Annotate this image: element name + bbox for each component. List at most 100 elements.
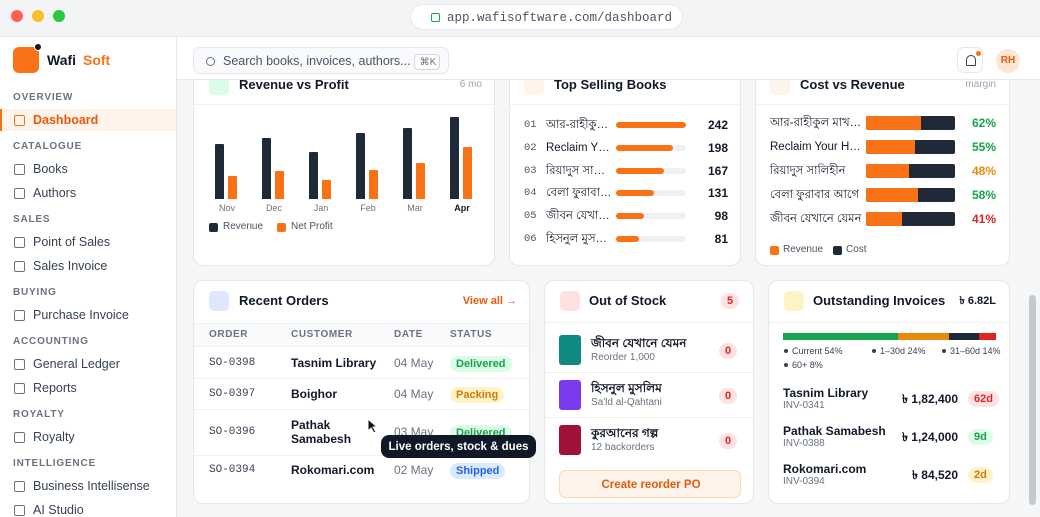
- logo-dot: [34, 43, 42, 51]
- nav-icon: [14, 188, 25, 199]
- bar: [616, 144, 674, 151]
- order-date: 04 May: [394, 387, 434, 401]
- aging-segment: [978, 333, 996, 340]
- column-header: ORDER: [209, 329, 249, 340]
- rank: 01: [524, 119, 537, 131]
- invoice-id: INV-0388: [783, 438, 825, 449]
- window-dot: [32, 10, 44, 22]
- rank: 05: [524, 210, 537, 223]
- card-icon: [770, 80, 790, 95]
- nav-item[interactable]: AI Studio: [33, 503, 84, 517]
- nav-item[interactable]: General Ledger: [33, 357, 120, 371]
- view-all-link[interactable]: View all →: [462, 295, 517, 307]
- column-header: DATE: [394, 329, 423, 340]
- status-badge: Delivered: [450, 356, 512, 372]
- book-title: Reclaim Your H…: [770, 141, 861, 153]
- mouse-cursor: [367, 418, 379, 434]
- order-date: 02 May: [394, 463, 434, 477]
- order-id: SO-0396: [209, 426, 256, 438]
- nav-item[interactable]: Business Intellisense: [33, 479, 150, 493]
- customer-name: Pathak Samabesh: [783, 424, 886, 438]
- nav-item[interactable]: Point of Sales: [33, 235, 111, 249]
- book-title: হিসনুল মুস…: [546, 233, 608, 245]
- nav-item[interactable]: Purchase Invoice: [33, 308, 129, 322]
- x-label: Nov: [218, 203, 235, 213]
- bar-track: [616, 236, 686, 242]
- divider: [194, 104, 494, 105]
- url-text[interactable]: app.wafisoftware.com/dashboard: [447, 11, 673, 25]
- book-title: আর-রাহীকুল মাখ…: [770, 117, 862, 129]
- bar: [450, 117, 459, 199]
- legend-dot: [784, 349, 788, 353]
- nav-item[interactable]: Books: [33, 162, 68, 176]
- divider: [769, 322, 1009, 323]
- tooltip: Live orders, stock & dues: [381, 435, 536, 458]
- table-head: [194, 323, 529, 347]
- card-title: Outstanding Invoices: [813, 293, 946, 308]
- revenue-bar: [866, 212, 903, 226]
- margin-label: 48%: [971, 164, 996, 178]
- stock-badge: 0: [719, 343, 738, 359]
- nav-item[interactable]: Royalty: [33, 430, 75, 444]
- rank: 04: [524, 187, 537, 200]
- revenue-bar: [866, 188, 918, 202]
- customer-name: Rokomari.com: [783, 462, 867, 476]
- card-title: Cost vs Revenue: [800, 80, 905, 92]
- nav-icon: [14, 505, 25, 516]
- reorder-button[interactable]: Create reorder PO: [559, 470, 741, 498]
- book-title: আর-রাহীকু…: [546, 119, 609, 131]
- brand-second: Soft: [83, 52, 111, 68]
- button-label: Create reorder PO: [601, 479, 701, 491]
- invoice-amount: ৳ 84,520: [911, 468, 958, 482]
- book-title: জীবন যেখানে যেমন: [770, 213, 862, 225]
- legend-label: Cost: [846, 244, 867, 255]
- nav-item[interactable]: Authors: [33, 186, 77, 200]
- aging-label: 1–30d 24%: [880, 346, 926, 356]
- card-note: 6 mo: [459, 80, 482, 90]
- nav-active-bg: [0, 109, 176, 131]
- aging-label: 60+ 8%: [792, 360, 823, 370]
- nav-icon: [14, 432, 25, 443]
- nav-section-title: BUYING: [13, 287, 57, 298]
- customer-name: Pathak Samabesh: [291, 418, 352, 446]
- avatar[interactable]: RH: [996, 49, 1020, 73]
- row-divider: [194, 378, 529, 379]
- avatar-initials: RH: [1000, 55, 1016, 66]
- legend-swatch: [833, 246, 842, 255]
- legend-swatch: [277, 223, 286, 232]
- cost-revenue-card: Cost vs Revenue margin আর-রাহীকুল মাখ… 62% R…: [755, 80, 1010, 266]
- bar: [616, 236, 640, 242]
- nav-item[interactable]: Sales Invoice: [33, 259, 108, 273]
- status-badge: Packing: [450, 387, 505, 403]
- nav-item[interactable]: Dashboard: [33, 113, 99, 127]
- card-title: Top Selling Books: [554, 80, 667, 92]
- bar: [616, 122, 686, 128]
- rank: 03: [524, 164, 537, 177]
- order-id: SO-0398: [209, 357, 256, 369]
- notification-button[interactable]: [957, 47, 983, 73]
- book-subtitle: Sa'ld al-Qahtani: [591, 397, 662, 408]
- book-title: জীবন যেখা…: [546, 210, 610, 223]
- content: Revenue vs Profit 6 mo Nov Dec Jan Feb Mar Apr R…: [177, 80, 1040, 517]
- nav-icon: [14, 359, 25, 370]
- shortcut-key: ⌘K: [414, 54, 440, 70]
- aging-label: 31–60d 14%: [950, 346, 1001, 356]
- margin-label: 41%: [971, 212, 996, 226]
- nav-item[interactable]: Reports: [33, 381, 77, 395]
- nav-icon: [14, 310, 25, 321]
- outstanding-card: Outstanding Invoices ৳ 6.82L Current 54% 1–…: [768, 280, 1010, 504]
- divider: [510, 104, 740, 105]
- bar: [616, 167, 665, 174]
- status-badge: Shipped: [450, 463, 506, 479]
- invoice-id: INV-0394: [783, 476, 825, 487]
- search-box[interactable]: Search books, invoices, authors... ⌘K: [193, 47, 449, 74]
- recent-orders-card: Recent Orders View all → ORDER CUSTOMER DATE…: [193, 280, 530, 504]
- nav-section-title: SALES: [13, 214, 51, 225]
- legend-dot: [784, 363, 788, 367]
- row-divider: [194, 409, 529, 410]
- book-title: রিয়াদুস সা…: [546, 164, 605, 177]
- sales-value: 167: [707, 163, 728, 178]
- notification-dot: [976, 51, 981, 56]
- book-title: বেলা ফুরাবার আগে: [770, 189, 860, 201]
